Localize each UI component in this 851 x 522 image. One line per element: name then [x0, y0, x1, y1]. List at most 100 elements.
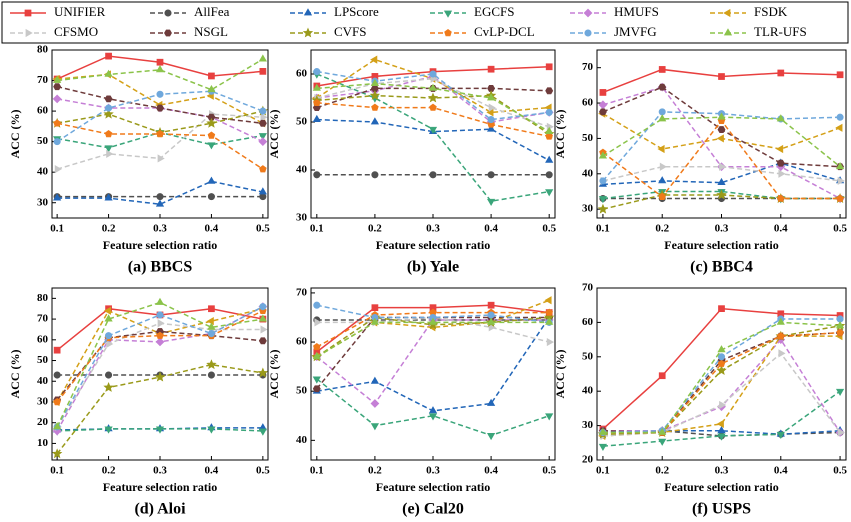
data-point — [837, 428, 845, 437]
y-tick-label: 30 — [37, 396, 49, 408]
data-point — [657, 144, 665, 154]
x-tick-label: 0.2 — [655, 465, 669, 477]
subplot-title: (d) Aloi — [134, 501, 186, 518]
data-point — [312, 376, 321, 384]
data-point — [429, 171, 437, 179]
subplot-title: (e) Cal20 — [402, 501, 464, 518]
data-point — [103, 108, 114, 119]
data-point — [156, 331, 164, 339]
data-point — [155, 65, 165, 73]
data-point — [53, 398, 61, 406]
legend-label: TLR-UFS — [754, 24, 807, 39]
data-point — [54, 165, 62, 174]
series-line — [316, 378, 550, 437]
data-point — [717, 177, 726, 185]
data-point — [53, 138, 61, 146]
data-point — [545, 132, 553, 140]
y-tick-label: 30 — [296, 212, 308, 224]
legend-marker — [443, 10, 453, 18]
y-tick-label: 40 — [37, 166, 49, 178]
data-point — [313, 68, 321, 76]
series-line — [316, 70, 550, 121]
legend-box — [1, 1, 849, 44]
y-tick-label: 40 — [296, 164, 308, 176]
data-point — [312, 385, 321, 393]
data-point — [258, 428, 267, 436]
data-point — [207, 371, 215, 379]
y-tick-label: 70 — [296, 286, 308, 298]
y-tick-label: 60 — [296, 336, 308, 348]
data-point — [598, 151, 608, 159]
data-point — [257, 367, 269, 378]
data-point — [836, 328, 844, 336]
data-point — [258, 337, 267, 345]
data-point — [486, 93, 496, 101]
y-tick-label: 20 — [582, 454, 594, 466]
y-tick-label: 30 — [582, 419, 594, 431]
legend-label: AllFea — [194, 4, 230, 19]
y-tick-label: 50 — [582, 350, 594, 362]
data-point — [545, 108, 553, 116]
x-tick-label: 0.1 — [50, 465, 64, 477]
data-point — [776, 317, 785, 325]
series-line — [602, 162, 841, 186]
data-point — [53, 371, 61, 379]
data-point — [598, 108, 607, 116]
data-point — [258, 119, 267, 127]
data-point — [260, 325, 268, 334]
y-tick-label: 70 — [37, 74, 49, 86]
data-point — [104, 193, 113, 201]
subplot-title: (a) BBCS — [128, 259, 193, 276]
legend-label: FSDK — [754, 4, 788, 19]
data-point — [777, 69, 785, 77]
data-point — [545, 171, 553, 179]
data-point — [157, 154, 165, 163]
data-point — [370, 423, 380, 431]
y-tick-label: 60 — [582, 97, 594, 109]
data-point — [313, 98, 321, 107]
data-point — [487, 84, 496, 92]
x-tick-label: 0.2 — [368, 465, 382, 477]
data-point — [155, 426, 165, 434]
y-tick-label: 50 — [37, 135, 49, 147]
data-point — [836, 71, 844, 79]
x-tick-label: 0.2 — [368, 223, 382, 235]
data-point — [428, 83, 438, 91]
data-point — [207, 84, 216, 93]
series-line — [602, 68, 841, 94]
data-point — [53, 346, 61, 354]
subplot-title: (f) USPS — [692, 501, 751, 518]
data-point — [546, 337, 554, 347]
legend-label: CFSMO — [54, 24, 98, 39]
data-point — [486, 317, 496, 325]
x-tick-label: 0.1 — [310, 223, 324, 235]
x-tick-label: 0.4 — [205, 223, 219, 235]
data-point — [777, 332, 785, 340]
data-point — [486, 433, 496, 441]
y-tick-label: 50 — [37, 354, 49, 366]
data-point — [488, 323, 496, 332]
series-line — [602, 331, 841, 434]
series-line — [57, 180, 264, 206]
plot-frame — [596, 287, 847, 461]
data-point — [104, 145, 113, 153]
x-axis-label: Feature selection ratio — [664, 238, 778, 252]
data-point — [598, 427, 608, 435]
y-tick-label: 60 — [582, 316, 594, 328]
data-point — [105, 52, 112, 60]
y-tick-label: 50 — [582, 132, 594, 144]
y-tick-label: 30 — [37, 196, 49, 208]
data-point — [206, 117, 217, 128]
x-tick-label: 0.3 — [426, 223, 440, 235]
y-tick-label: 80 — [37, 44, 49, 56]
legend-marker — [583, 8, 593, 18]
legend-label: JMVFG — [614, 24, 657, 39]
data-point — [106, 339, 114, 349]
x-tick-label: 0.2 — [655, 223, 669, 235]
data-point — [599, 177, 607, 185]
x-tick-label: 0.3 — [715, 223, 729, 235]
legend-label: CVFS — [334, 24, 367, 39]
data-point — [259, 107, 267, 115]
data-point — [659, 162, 667, 171]
